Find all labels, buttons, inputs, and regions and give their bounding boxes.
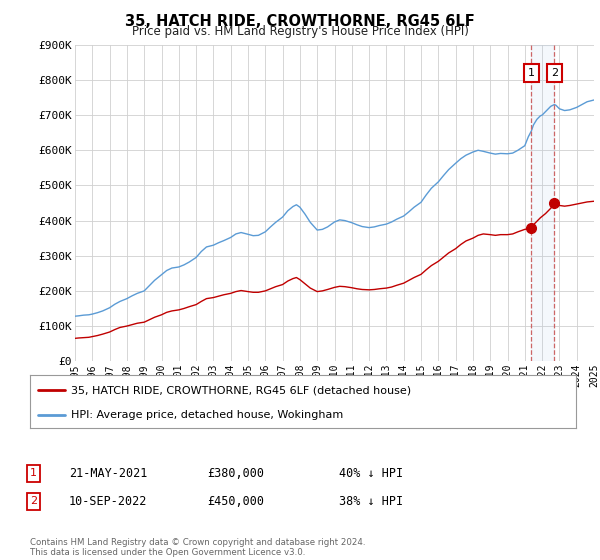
Text: 38% ↓ HPI: 38% ↓ HPI (339, 494, 403, 508)
Text: Contains HM Land Registry data © Crown copyright and database right 2024.
This d: Contains HM Land Registry data © Crown c… (30, 538, 365, 557)
Text: HPI: Average price, detached house, Wokingham: HPI: Average price, detached house, Woki… (71, 410, 343, 420)
Text: £380,000: £380,000 (207, 466, 264, 480)
Text: 1: 1 (528, 68, 535, 78)
Text: 2: 2 (30, 496, 37, 506)
Text: £450,000: £450,000 (207, 494, 264, 508)
Text: 35, HATCH RIDE, CROWTHORNE, RG45 6LF: 35, HATCH RIDE, CROWTHORNE, RG45 6LF (125, 14, 475, 29)
Text: 35, HATCH RIDE, CROWTHORNE, RG45 6LF (detached house): 35, HATCH RIDE, CROWTHORNE, RG45 6LF (de… (71, 385, 411, 395)
Text: 2: 2 (551, 68, 558, 78)
Text: 10-SEP-2022: 10-SEP-2022 (69, 494, 148, 508)
Text: Price paid vs. HM Land Registry's House Price Index (HPI): Price paid vs. HM Land Registry's House … (131, 25, 469, 38)
Text: 21-MAY-2021: 21-MAY-2021 (69, 466, 148, 480)
Text: 40% ↓ HPI: 40% ↓ HPI (339, 466, 403, 480)
Bar (532, 45, 554, 361)
Text: 1: 1 (30, 468, 37, 478)
